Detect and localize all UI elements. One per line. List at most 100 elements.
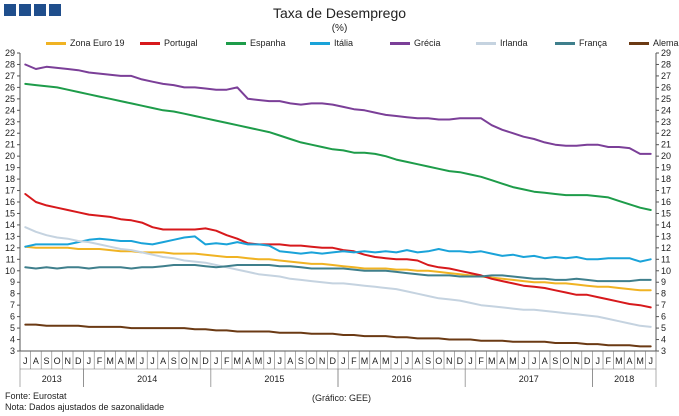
x-tick-label-year: 2014 [137,374,157,384]
series-line-frança [24,264,652,283]
x-tick-label-month: J [394,356,399,366]
series-line-portugal [24,193,652,309]
x-tick-label-month: F [224,356,230,366]
logo-square [19,4,31,16]
y-tick-label-right: 22 [661,128,671,138]
x-tick-label-month: O [308,356,315,366]
x-tick-label-month: F [606,356,612,366]
legend-swatch [140,41,160,45]
y-tick-label-left: 20 [5,151,15,161]
legend-swatch [629,41,649,45]
x-tick-label-month: M [509,356,517,366]
x-tick-label-month: A [414,356,420,366]
x-tick-label-month: J [595,356,600,366]
y-tick-label-right: 3 [661,346,666,356]
y-tick-label-right: 16 [661,197,671,207]
legend-label: Alemanha [653,38,679,48]
y-tick-label-right: 23 [661,117,671,127]
x-tick-label-month: D [75,356,82,366]
legend-item: Portugal [140,38,198,48]
x-tick-label-month: N [319,356,326,366]
y-tick-label-left: 29 [5,48,15,58]
x-tick-label-month: J [405,356,410,366]
credit-text: (Gráfico: GEE) [312,393,372,403]
legend-label: França [579,38,608,48]
legend-swatch [390,41,410,45]
legend-item: Grécia [390,38,441,48]
y-tick-label-right: 7 [661,300,666,310]
x-tick-label-year: 2013 [42,374,62,384]
y-tick-label-right: 8 [661,289,666,299]
x-tick-label-month: N [64,356,71,366]
y-tick-label-right: 10 [661,266,671,276]
x-tick-label-year: 2015 [264,374,284,384]
y-tick-label-right: 27 [661,71,671,81]
y-tick-label-left: 27 [5,71,15,81]
x-tick-label-month: F [351,356,357,366]
legend-label: Itália [334,38,354,48]
legend-swatch [476,41,496,45]
y-tick-label-left: 19 [5,163,15,173]
y-tick-label-left: 7 [10,300,15,310]
x-tick-label-month: J [214,356,219,366]
x-tick-label-month: M [255,356,263,366]
x-tick-label-month: J [23,356,28,366]
y-tick-label-left: 6 [10,312,15,322]
legend-swatch [226,41,246,45]
y-tick-label-right: 12 [661,243,671,253]
x-tick-label-month: M [615,356,623,366]
x-tick-label-month: A [626,356,632,366]
y-tick-label-right: 6 [661,312,666,322]
series-line-zona-euro-19 [24,245,652,292]
logo-square [49,4,61,16]
y-tick-label-left: 15 [5,208,15,218]
x-tick-label-month: N [446,356,453,366]
x-tick-label-month: J [521,356,526,366]
series-line-irlanda [24,226,652,328]
y-tick-label-left: 4 [10,335,15,345]
x-tick-label-month: N [573,356,580,366]
legend-item: Irlanda [476,38,528,48]
x-tick-label-month: J [341,356,346,366]
legend-swatch [555,41,575,45]
y-tick-label-left: 9 [10,277,15,287]
y-tick-label-right: 14 [661,220,671,230]
x-tick-label-month: O [54,356,61,366]
y-tick-label-left: 12 [5,243,15,253]
legend-label: Irlanda [500,38,528,48]
y-tick-label-right: 29 [661,48,671,58]
legend-item: Zona Euro 19 [46,38,125,48]
y-tick-label-left: 24 [5,105,15,115]
chart-title: Taxa de Desemprego [272,5,407,21]
x-tick-label-year: 2017 [519,374,539,384]
series-line-itália [24,235,652,263]
y-tick-label-left: 10 [5,266,15,276]
y-tick-label-left: 18 [5,174,15,184]
x-tick-label-month: S [298,356,304,366]
x-tick-label-month: A [33,356,39,366]
y-tick-label-right: 11 [661,254,670,264]
y-tick-label-left: 17 [5,186,15,196]
logo-square [4,4,16,16]
y-tick-label-left: 3 [10,346,15,356]
x-tick-label-month: A [245,356,251,366]
series-line-grécia [24,63,652,155]
y-tick-label-left: 5 [10,323,15,333]
y-tick-label-left: 28 [5,59,15,69]
y-tick-label-right: 18 [661,174,671,184]
x-tick-label-month: O [562,356,569,366]
x-tick-label-month: M [361,356,369,366]
x-tick-label-month: D [457,356,464,366]
x-tick-label-month: M [106,356,114,366]
source-text: Fonte: Eurostat [5,391,67,401]
y-tick-label-right: 4 [661,335,666,345]
x-tick-label-month: A [542,356,548,366]
y-tick-label-left: 23 [5,117,15,127]
y-tick-label-right: 26 [661,82,671,92]
note-text: Nota: Dados ajustados de sazonalidade [5,402,165,412]
gee-logo [4,4,61,16]
x-tick-label-month: A [372,356,378,366]
legend-label: Grécia [414,38,441,48]
logo-square [34,4,46,16]
legend-item: Itália [310,38,353,48]
